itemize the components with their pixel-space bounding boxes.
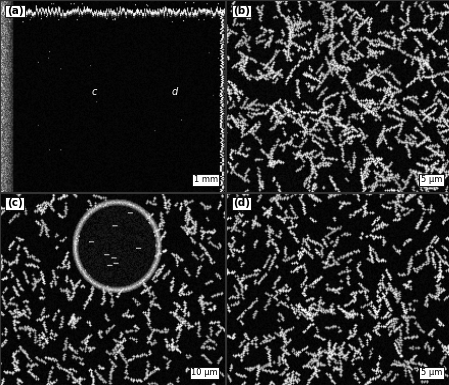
- Text: (d): (d): [233, 198, 250, 208]
- Text: d: d: [172, 87, 178, 97]
- Text: c: c: [92, 87, 97, 97]
- Text: (c): (c): [7, 198, 22, 208]
- Text: (b): (b): [233, 6, 250, 16]
- Text: 10 μm: 10 μm: [191, 368, 218, 377]
- Text: 1 mm: 1 mm: [194, 175, 218, 184]
- Text: 5 μm: 5 μm: [421, 175, 442, 184]
- Text: 5 μm: 5 μm: [421, 368, 442, 377]
- Text: (a): (a): [7, 6, 23, 16]
